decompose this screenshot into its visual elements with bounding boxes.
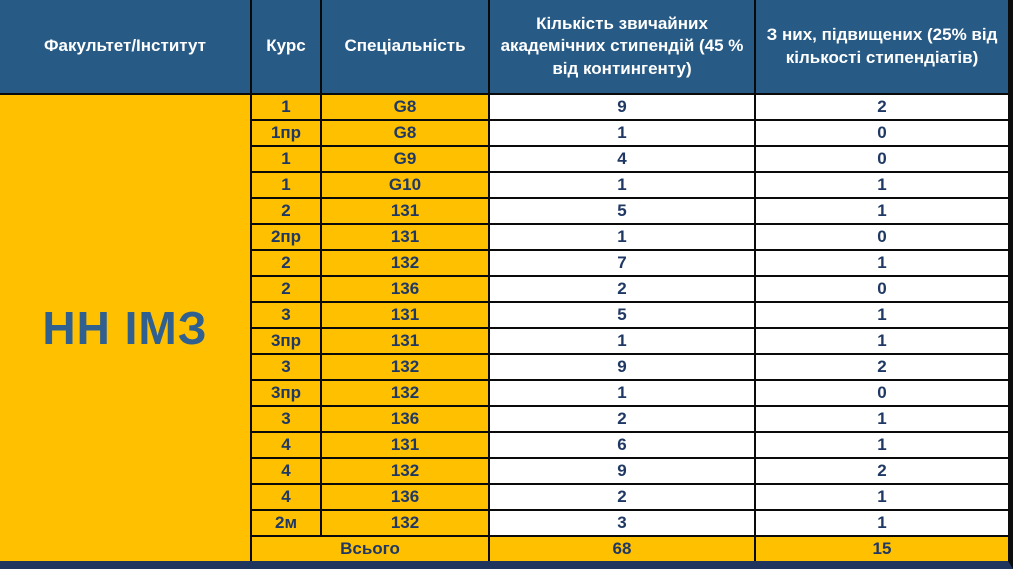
- course-cell: 3пр: [252, 329, 322, 355]
- increased-stipends-cell: 1: [756, 485, 1008, 511]
- increased-stipends-cell: 2: [756, 355, 1008, 381]
- increased-stipends-cell: 1: [756, 511, 1008, 537]
- course-cell: 2: [252, 277, 322, 303]
- increased-stipends-cell: 1: [756, 303, 1008, 329]
- course-cell: 4: [252, 459, 322, 485]
- increased-stipends-cell: 1: [756, 407, 1008, 433]
- course-cell: 3: [252, 355, 322, 381]
- specialty-cell: 131: [322, 329, 490, 355]
- increased-stipends-cell: 1: [756, 173, 1008, 199]
- specialty-cell: 136: [322, 407, 490, 433]
- specialty-cell: G10: [322, 173, 490, 199]
- header-cell-course: Курс: [252, 0, 322, 95]
- specialty-cell: 132: [322, 381, 490, 407]
- course-cell: 2пр: [252, 225, 322, 251]
- regular-stipends-cell: 1: [490, 381, 756, 407]
- specialty-cell: 132: [322, 355, 490, 381]
- specialty-cell: G8: [322, 95, 490, 121]
- increased-stipends-cell: 0: [756, 381, 1008, 407]
- regular-stipends-cell: 9: [490, 459, 756, 485]
- total-regular-cell: 68: [490, 537, 756, 561]
- header-cell-specialty: Спеціальність: [322, 0, 490, 95]
- course-cell: 1: [252, 173, 322, 199]
- regular-stipends-cell: 4: [490, 147, 756, 173]
- course-cell: 4: [252, 433, 322, 459]
- header-cell-regular-stipends: Кількість звичайних академічних стипенді…: [490, 0, 756, 95]
- specialty-cell: 136: [322, 485, 490, 511]
- course-cell: 1пр: [252, 121, 322, 147]
- specialty-cell: G9: [322, 147, 490, 173]
- regular-stipends-cell: 9: [490, 95, 756, 121]
- course-cell: 3: [252, 303, 322, 329]
- specialty-cell: 132: [322, 251, 490, 277]
- specialty-cell: 131: [322, 199, 490, 225]
- course-cell: 1: [252, 95, 322, 121]
- increased-stipends-cell: 0: [756, 225, 1008, 251]
- regular-stipends-cell: 1: [490, 121, 756, 147]
- specialty-cell: 132: [322, 511, 490, 537]
- course-cell: 2м: [252, 511, 322, 537]
- regular-stipends-cell: 2: [490, 407, 756, 433]
- course-cell: 3: [252, 407, 322, 433]
- regular-stipends-cell: 1: [490, 173, 756, 199]
- increased-stipends-cell: 1: [756, 251, 1008, 277]
- increased-stipends-cell: 1: [756, 329, 1008, 355]
- specialty-cell: 136: [322, 277, 490, 303]
- regular-stipends-cell: 6: [490, 433, 756, 459]
- header-cell-increased-stipends: З них, підвищених (25% від кількості сти…: [756, 0, 1008, 95]
- course-cell: 2: [252, 199, 322, 225]
- regular-stipends-cell: 5: [490, 199, 756, 225]
- regular-stipends-cell: 2: [490, 277, 756, 303]
- specialty-cell: 131: [322, 225, 490, 251]
- total-label-cell: Всього: [252, 537, 490, 561]
- increased-stipends-cell: 0: [756, 277, 1008, 303]
- specialty-cell: 132: [322, 459, 490, 485]
- increased-stipends-cell: 1: [756, 433, 1008, 459]
- course-cell: 2: [252, 251, 322, 277]
- increased-stipends-cell: 1: [756, 199, 1008, 225]
- course-cell: 1: [252, 147, 322, 173]
- regular-stipends-cell: 3: [490, 511, 756, 537]
- increased-stipends-cell: 0: [756, 121, 1008, 147]
- regular-stipends-cell: 5: [490, 303, 756, 329]
- increased-stipends-cell: 2: [756, 459, 1008, 485]
- specialty-cell: 131: [322, 433, 490, 459]
- increased-stipends-cell: 2: [756, 95, 1008, 121]
- regular-stipends-cell: 9: [490, 355, 756, 381]
- regular-stipends-cell: 2: [490, 485, 756, 511]
- course-cell: 4: [252, 485, 322, 511]
- regular-stipends-cell: 7: [490, 251, 756, 277]
- faculty-name-cell: НН ІМЗ: [0, 95, 252, 561]
- header-cell-faculty: Факультет/Інститут: [0, 0, 252, 95]
- total-increased-cell: 15: [756, 537, 1008, 561]
- increased-stipends-cell: 0: [756, 147, 1008, 173]
- regular-stipends-cell: 1: [490, 225, 756, 251]
- regular-stipends-cell: 1: [490, 329, 756, 355]
- specialty-cell: 131: [322, 303, 490, 329]
- specialty-cell: G8: [322, 121, 490, 147]
- course-cell: 3пр: [252, 381, 322, 407]
